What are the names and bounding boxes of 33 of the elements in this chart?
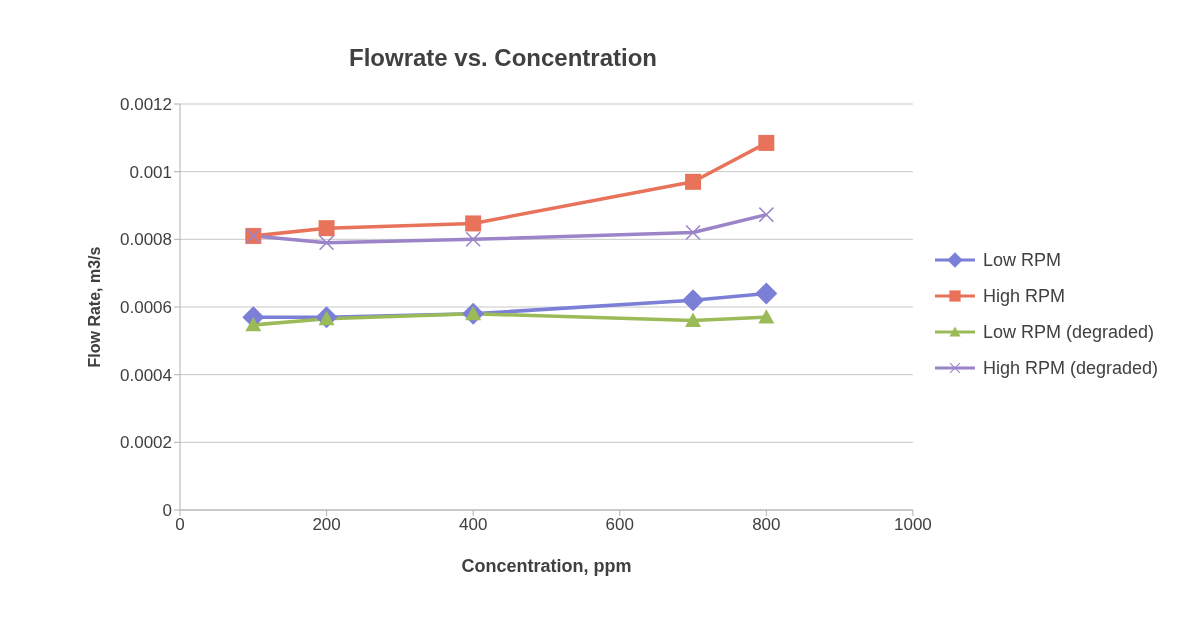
legend-label: High RPM — [982, 285, 1065, 307]
point — [245, 316, 262, 332]
y-tick-label: 0.0008 — [120, 230, 172, 250]
x-axis-title: Concentration, ppm — [461, 556, 632, 576]
y-tick-label: 0.0012 — [120, 95, 172, 115]
legend-label: Low RPM (degraded) — [982, 321, 1155, 343]
x-tick-label: 1000 — [894, 515, 932, 535]
y-tick-label: 0.0006 — [120, 298, 172, 318]
y-axis-title: Flow Rate, m3/s — [85, 246, 103, 368]
point — [685, 224, 701, 241]
x-tick-label: 400 — [458, 515, 488, 535]
point — [755, 282, 778, 305]
y-tick-label: 0 — [162, 501, 172, 521]
point — [685, 173, 702, 190]
x-tick-label: 600 — [605, 515, 634, 535]
point — [318, 234, 335, 251]
y-tick-label: 0.0002 — [120, 433, 172, 453]
legend-label: Low RPM — [982, 249, 1061, 271]
point — [682, 289, 705, 312]
x-tick-label: 800 — [752, 515, 781, 535]
point — [758, 134, 775, 151]
point — [465, 215, 482, 232]
y-tick-label: 0.001 — [129, 162, 172, 182]
chart-title: Flowrate vs. Concentration — [347, 44, 659, 72]
point — [758, 309, 775, 324]
y-tick-label: 0.0004 — [120, 365, 172, 385]
point — [465, 231, 481, 248]
point — [758, 206, 775, 223]
point — [685, 312, 702, 327]
legend-label: High RPM (degraded) — [982, 357, 1158, 379]
x-tick-label: 0 — [175, 515, 185, 535]
x-tick-label: 200 — [312, 515, 341, 535]
point — [318, 220, 335, 237]
